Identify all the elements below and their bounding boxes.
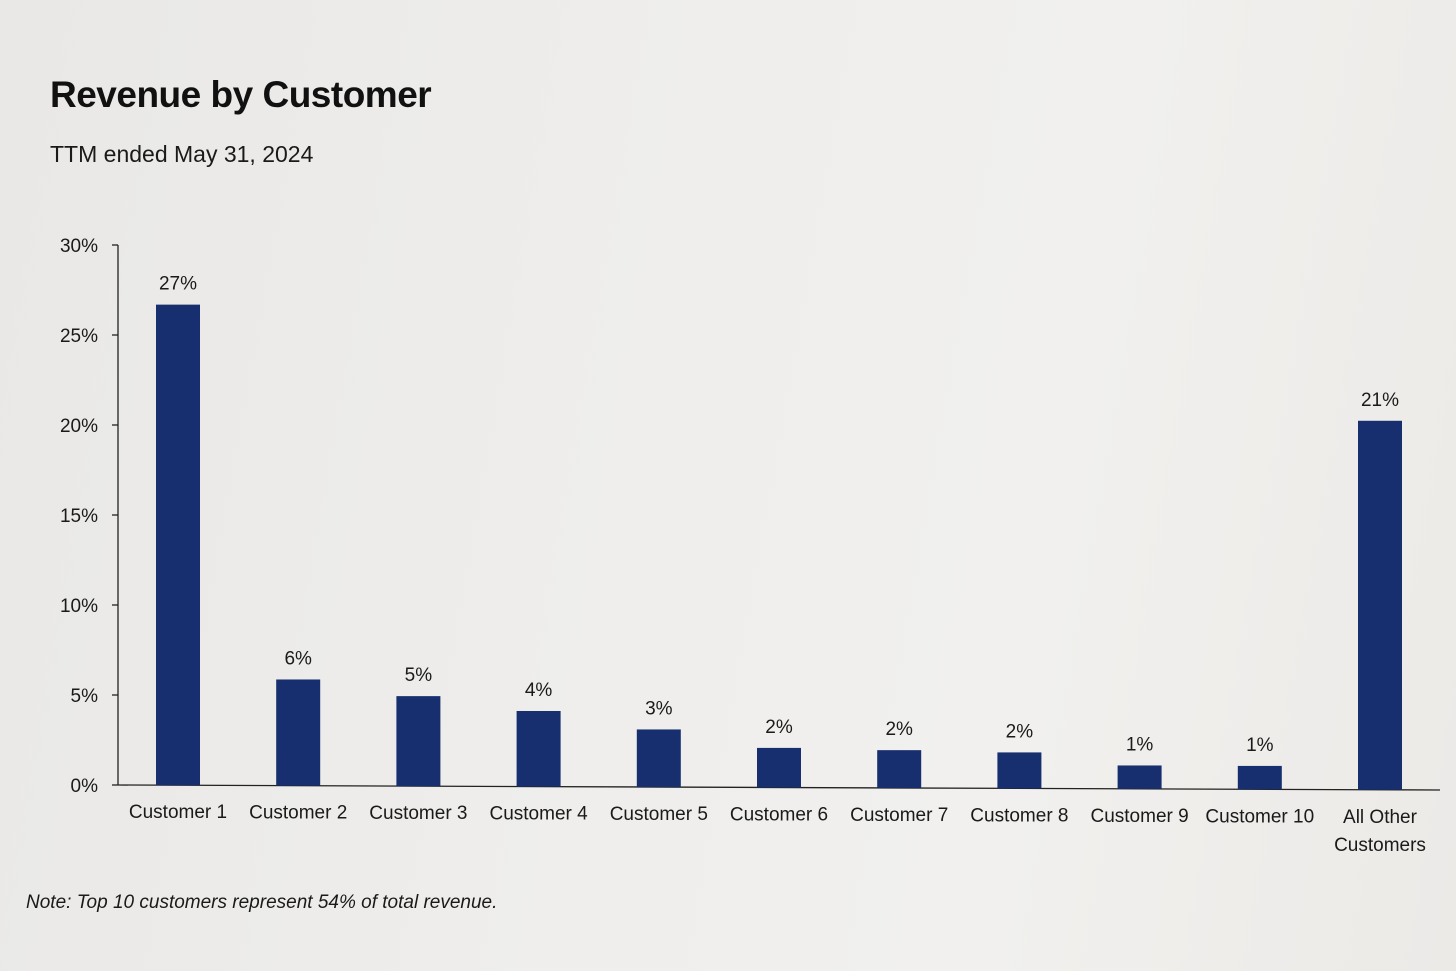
category-label-11: All Other (1343, 807, 1418, 828)
bar-3 (396, 696, 441, 787)
data-label-10: 1% (1246, 735, 1274, 756)
category-label-4: Customer 4 (489, 804, 588, 825)
category-label-7: Customer 7 (850, 805, 948, 826)
bar-6 (757, 747, 801, 788)
bar-10 (1237, 765, 1282, 790)
category-label-6: Customer 6 (730, 805, 828, 826)
data-label-6: 2% (765, 717, 793, 738)
data-label-5: 3% (645, 698, 673, 719)
bar-4 (516, 710, 561, 787)
y-tick-label: 20% (60, 416, 98, 437)
data-labels: 27% 6% 5% 4% 3% 2% 2% 2% 1% 1% 21% (159, 274, 1399, 756)
data-label-4: 4% (525, 680, 553, 701)
bar-7 (877, 750, 922, 788)
category-label-9: Customer 9 (1090, 806, 1188, 827)
category-label-8: Customer 8 (970, 805, 1068, 826)
category-label-1: Customer 1 (129, 802, 227, 823)
category-label-5: Customer 5 (610, 804, 708, 825)
chart-title: Revenue by Customer (50, 74, 432, 115)
y-tick-label: 30% (60, 236, 98, 257)
data-label-8: 2% (1006, 721, 1034, 742)
bar-8 (997, 752, 1042, 789)
category-labels: Customer 1 Customer 2 Customer 3 Customer 4… (129, 802, 1426, 856)
category-label-2: Customer 2 (249, 803, 347, 824)
y-tick-label: 10% (60, 596, 98, 617)
data-label-2: 6% (284, 648, 312, 669)
chart-note: Note: Top 10 customers represent 54% of … (26, 892, 498, 913)
y-tick-label: 25% (60, 326, 98, 347)
data-label-1: 27% (159, 274, 197, 295)
y-axis: 0% 5% 10% 15% 20% 25% 30% (60, 236, 119, 797)
y-tick-label: 0% (71, 776, 99, 797)
category-label-10: Customer 10 (1205, 806, 1314, 827)
data-label-11: 21% (1361, 390, 1399, 411)
category-label-11: Customers (1334, 835, 1426, 856)
bar-5 (636, 729, 681, 788)
y-tick-label: 5% (71, 686, 99, 707)
bar-1 (156, 304, 200, 786)
chart-subtitle: TTM ended May 31, 2024 (50, 141, 314, 167)
data-label-9: 1% (1126, 734, 1154, 755)
data-label-3: 5% (405, 665, 433, 686)
y-tick-label: 15% (60, 506, 98, 527)
bar-11 (1358, 420, 1402, 790)
bar-9 (1117, 765, 1162, 789)
bars (156, 304, 1402, 790)
bar-2 (276, 679, 321, 786)
data-label-7: 2% (885, 719, 913, 740)
category-label-3: Customer 3 (369, 803, 467, 824)
